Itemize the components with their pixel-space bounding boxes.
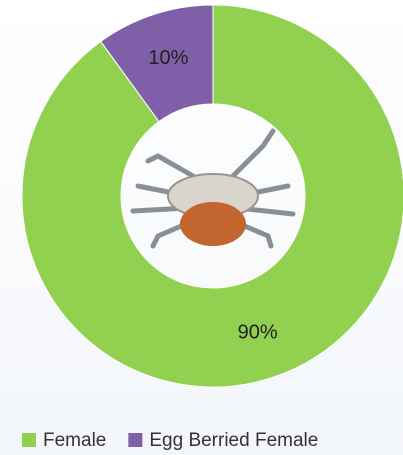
legend-swatch [128,433,143,447]
crab-image [130,128,296,249]
legend-swatch [22,433,36,447]
slice [21,4,403,388]
legend-label: Egg Berried Female [149,430,318,451]
legend-label: Female [43,430,106,451]
slice [100,4,214,123]
data-label: 90% [238,322,278,344]
data-label: 10% [148,47,188,69]
donut: 90% 10% [21,4,403,388]
legend: Female Egg Berried Female [22,430,318,451]
